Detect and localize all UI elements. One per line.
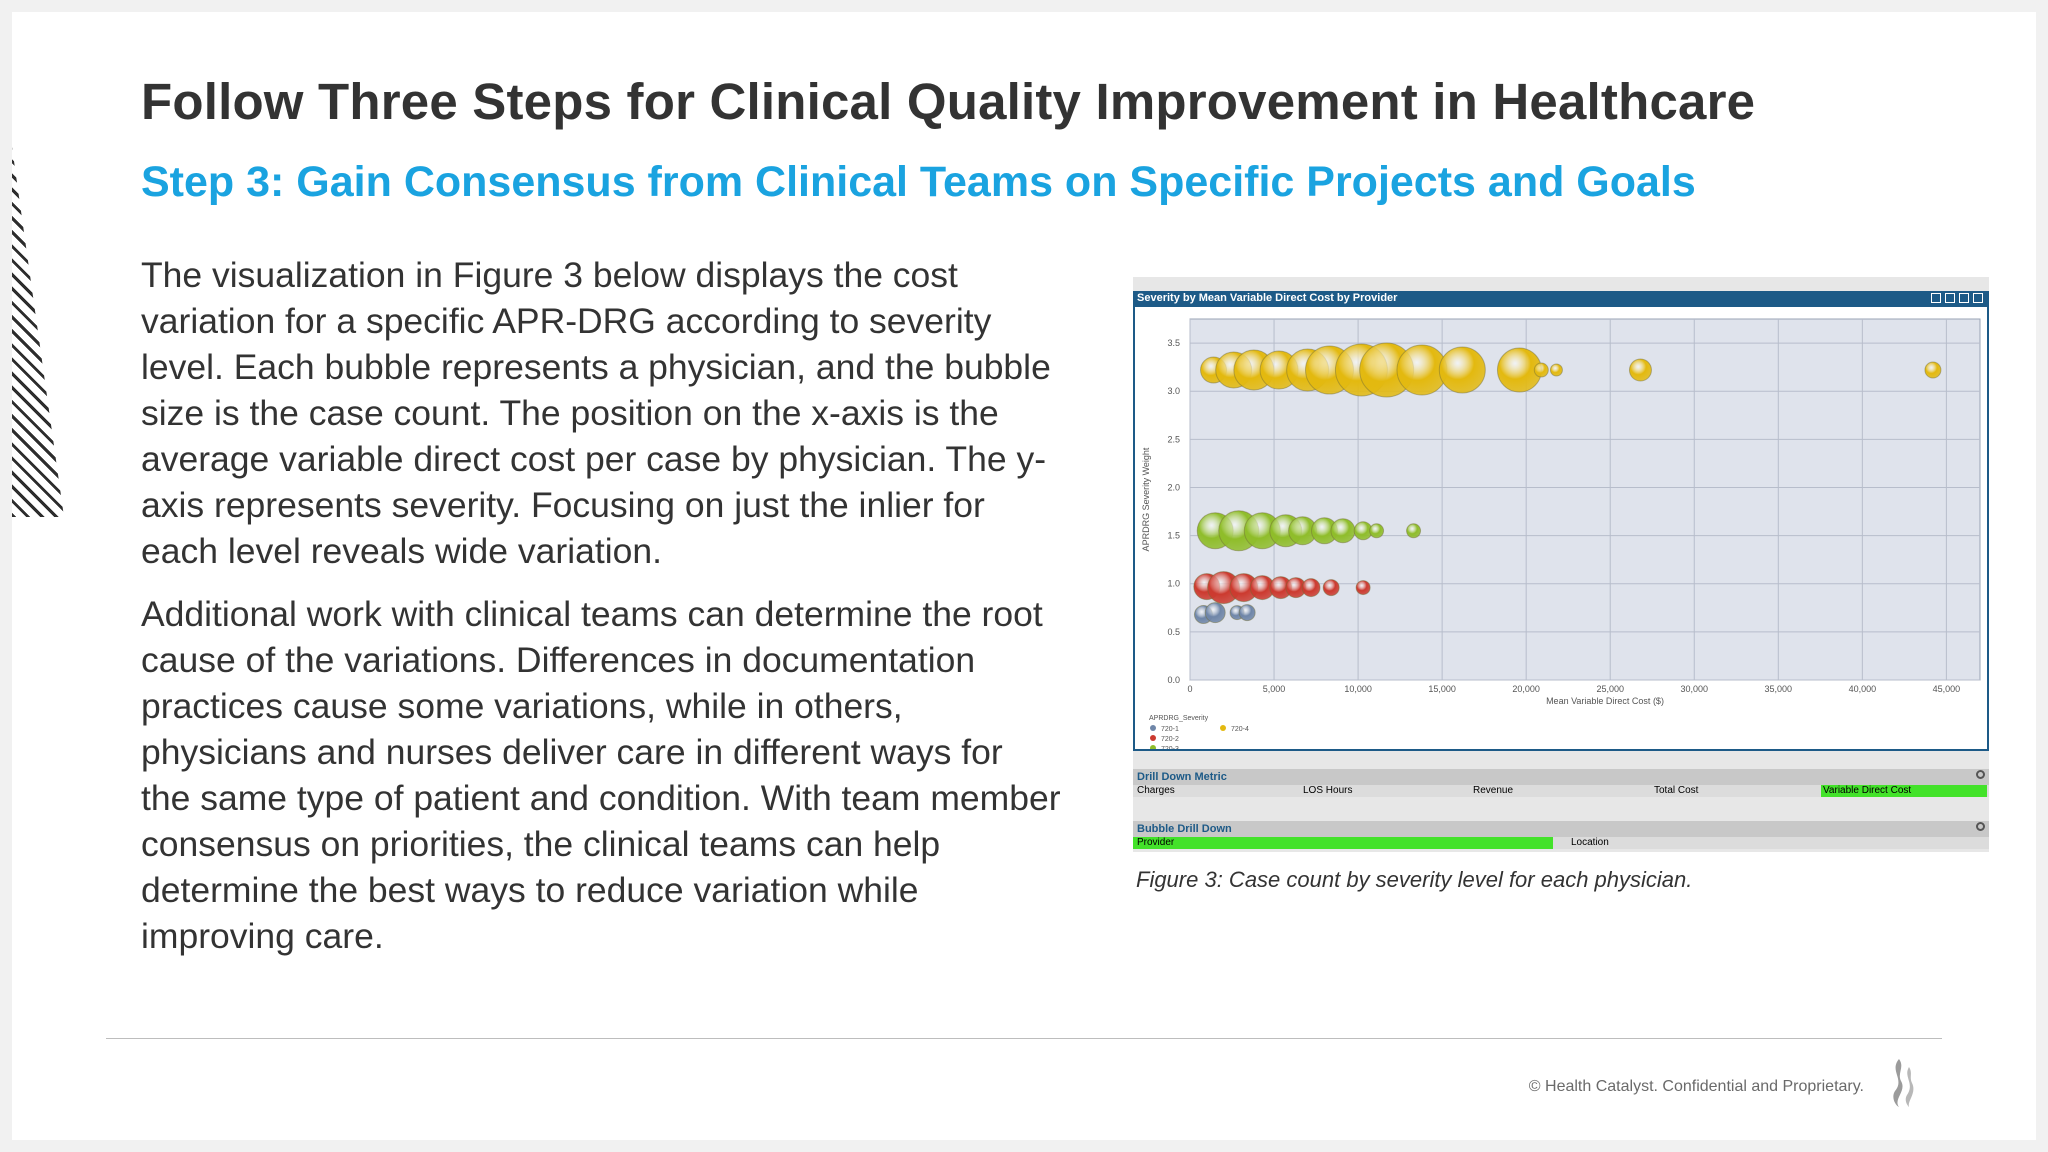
search-icon[interactable] — [1976, 770, 1985, 779]
selected-drill-highlight — [1133, 837, 1553, 849]
page-subtitle: Step 3: Gain Consensus from Clinical Tea… — [141, 158, 1696, 206]
drill-down-metric-label: Drill Down Metric — [1137, 771, 1227, 783]
x-tick-label: 45,000 — [1933, 684, 1961, 694]
slide: Follow Three Steps for Clinical Quality … — [12, 12, 2036, 1140]
selected-metric-highlight — [1821, 785, 1987, 797]
metric-option-variable-direct-cost[interactable]: Variable Direct Cost — [1823, 785, 1912, 796]
body-text: The visualization in Figure 3 below disp… — [141, 252, 1061, 976]
figure-caption: Figure 3: Case count by severity level f… — [1136, 867, 1693, 892]
metric-option-charges[interactable]: Charges — [1137, 785, 1175, 796]
bubble-720-2 — [1355, 580, 1371, 596]
minimize-icon[interactable] — [1959, 293, 1969, 303]
y-tick-label: 0.0 — [1167, 675, 1180, 685]
figure-3-chart-window: Severity by Mean Variable Direct Cost by… — [1133, 277, 1989, 852]
bubble-720-1 — [1204, 602, 1226, 624]
drill-down-metric-row: Charges LOS Hours Revenue Total Cost Var… — [1133, 785, 1989, 797]
x-tick-label: 20,000 — [1512, 684, 1540, 694]
drill-down-metric-header: Drill Down Metric — [1133, 769, 1989, 785]
x-tick-label: 0 — [1187, 684, 1192, 694]
legend-marker — [1150, 735, 1156, 741]
y-tick-label: 2.0 — [1167, 482, 1180, 492]
bubble-720-4 — [1533, 362, 1549, 378]
x-tick-label: 25,000 — [1596, 684, 1624, 694]
x-tick-label: 10,000 — [1344, 684, 1372, 694]
body-paragraph-2: Additional work with clinical teams can … — [141, 594, 1061, 956]
export-icon[interactable] — [1931, 293, 1941, 303]
chart-window-title: Severity by Mean Variable Direct Cost by… — [1137, 292, 1398, 304]
page-title: Follow Three Steps for Clinical Quality … — [141, 73, 1756, 130]
bubble-720-4 — [1628, 358, 1652, 382]
y-tick-label: 3.0 — [1167, 386, 1180, 396]
bubble-720-3 — [1330, 518, 1356, 544]
legend-marker — [1150, 725, 1156, 731]
bubble-720-4 — [1438, 346, 1486, 394]
metric-option-revenue[interactable]: Revenue — [1473, 785, 1514, 796]
body-paragraph-1: The visualization in Figure 3 below disp… — [141, 255, 1051, 571]
bubble-720-2 — [1301, 578, 1321, 598]
bubble-drill-down-header: Bubble Drill Down — [1133, 821, 1989, 837]
footer-copyright: © Health Catalyst. Confidential and Prop… — [1528, 1078, 1864, 1095]
decorative-stripes — [12, 147, 64, 517]
health-catalyst-flame-icon — [1893, 1059, 1914, 1107]
x-tick-label: 35,000 — [1765, 684, 1793, 694]
chart-window-titlebar: Severity by Mean Variable Direct Cost by… — [1133, 291, 1989, 307]
bubble-720-4 — [1549, 363, 1563, 377]
y-tick-label: 0.5 — [1167, 627, 1180, 637]
chart-body: 0 5,000 10,000 15,000 20,000 25,000 30,000 35,0… — [1133, 307, 1989, 751]
y-tick-label: 1.5 — [1167, 531, 1180, 541]
maximize-icon[interactable] — [1973, 293, 1983, 303]
window-controls — [1931, 293, 1983, 305]
bubble-720-2 — [1322, 579, 1340, 597]
y-tick-label: 1.0 — [1167, 579, 1180, 589]
legend-marker — [1150, 745, 1156, 749]
bubble-720-3 — [1406, 523, 1422, 539]
legend-entry: 720-4 — [1231, 726, 1249, 733]
legend-marker — [1220, 725, 1226, 731]
x-tick-label: 5,000 — [1263, 684, 1286, 694]
y-tick-label: 3.5 — [1167, 338, 1180, 348]
footer-divider — [106, 1038, 1942, 1039]
metric-option-los-hours[interactable]: LOS Hours — [1303, 785, 1353, 796]
legend-entry: 720-1 — [1161, 726, 1179, 733]
bubble-720-4 — [1924, 361, 1942, 379]
bubble-drill-down-label: Bubble Drill Down — [1137, 823, 1232, 835]
bubble-720-1 — [1238, 604, 1256, 622]
y-tick-label: 2.5 — [1167, 434, 1180, 444]
metric-option-total-cost[interactable]: Total Cost — [1654, 785, 1699, 796]
search-icon[interactable] — [1976, 822, 1985, 831]
bubble-chart: 0 5,000 10,000 15,000 20,000 25,000 30,000 35,0… — [1141, 318, 1981, 749]
x-axis-label: Mean Variable Direct Cost ($) — [1546, 696, 1664, 706]
bubble-drill-down-row: Provider Location — [1133, 837, 1989, 849]
legend-entry: 720-2 — [1161, 736, 1179, 743]
x-tick-label: 15,000 — [1428, 684, 1456, 694]
x-tick-label: 30,000 — [1680, 684, 1708, 694]
y-axis-label: APRDRG Severity Weight — [1141, 447, 1151, 551]
x-tick-label: 40,000 — [1849, 684, 1877, 694]
pin-icon[interactable] — [1945, 293, 1955, 303]
drill-option-provider[interactable]: Provider — [1137, 837, 1175, 848]
legend-title: APRDRG_Severity — [1149, 715, 1209, 722]
legend-entry: 720-3 — [1161, 746, 1179, 749]
drill-option-location[interactable]: Location — [1571, 837, 1609, 848]
bubble-720-3 — [1369, 523, 1385, 539]
